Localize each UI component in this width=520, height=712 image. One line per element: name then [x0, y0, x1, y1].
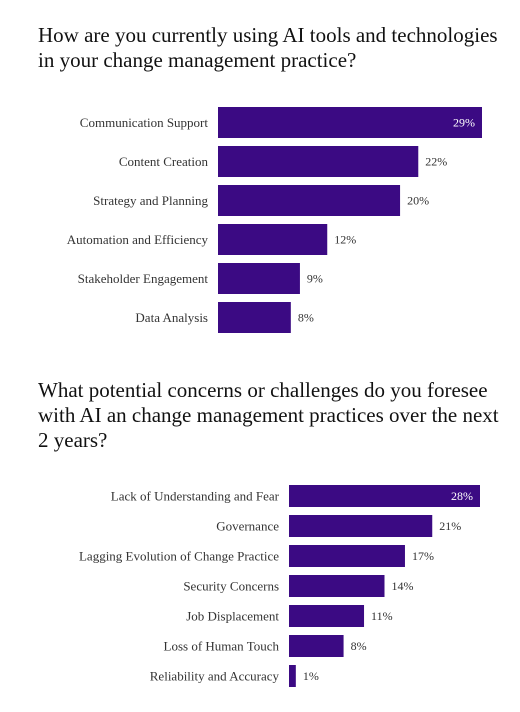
bar: [289, 605, 365, 627]
category-label: Reliability and Accuracy: [150, 669, 280, 684]
bar: [218, 185, 401, 216]
value-label: 20%: [407, 194, 429, 208]
value-label: 17%: [412, 549, 434, 563]
category-label: Job Displacement: [186, 609, 279, 624]
category-label: Lagging Evolution of Change Practice: [79, 549, 279, 564]
category-label: Loss of Human Touch: [164, 639, 280, 654]
bar: [218, 107, 482, 138]
bar: [289, 575, 385, 597]
category-label: Strategy and Planning: [93, 193, 208, 208]
value-label: 9%: [307, 272, 323, 286]
value-label: 21%: [439, 519, 461, 533]
bar: [218, 263, 300, 294]
value-label: 28%: [451, 489, 473, 503]
chart-2-title: What potential concerns or challenges do…: [38, 378, 499, 452]
bar: [218, 146, 419, 177]
value-label: 11%: [371, 609, 393, 623]
value-label: 22%: [425, 155, 447, 169]
bar: [289, 515, 433, 537]
bar: [218, 302, 291, 333]
chart-2-plot: Lack of Understanding and Fear 28% Governa…: [79, 485, 480, 687]
category-label: Security Concerns: [183, 579, 279, 594]
value-label: 12%: [334, 233, 356, 247]
value-label: 8%: [298, 311, 314, 325]
category-label: Lack of Understanding and Fear: [111, 489, 280, 504]
value-label: 14%: [392, 579, 414, 593]
category-label: Data Analysis: [135, 310, 208, 325]
chart-1-title: How are you currently using AI tools and…: [38, 23, 498, 72]
chart-1-plot: Communication Support 29% Content Creation…: [67, 107, 482, 333]
category-label: Communication Support: [80, 115, 209, 130]
value-label: 8%: [351, 639, 367, 653]
bar: [289, 485, 480, 507]
category-label: Governance: [216, 519, 279, 534]
bar: [218, 224, 328, 255]
category-label: Content Creation: [119, 154, 209, 169]
value-label: 29%: [453, 116, 475, 130]
bar: [289, 635, 344, 657]
category-label: Stakeholder Engagement: [78, 271, 209, 286]
bar: [289, 545, 405, 567]
category-label: Automation and Efficiency: [67, 232, 209, 247]
value-label: 1%: [303, 669, 319, 683]
bar: [289, 665, 296, 687]
